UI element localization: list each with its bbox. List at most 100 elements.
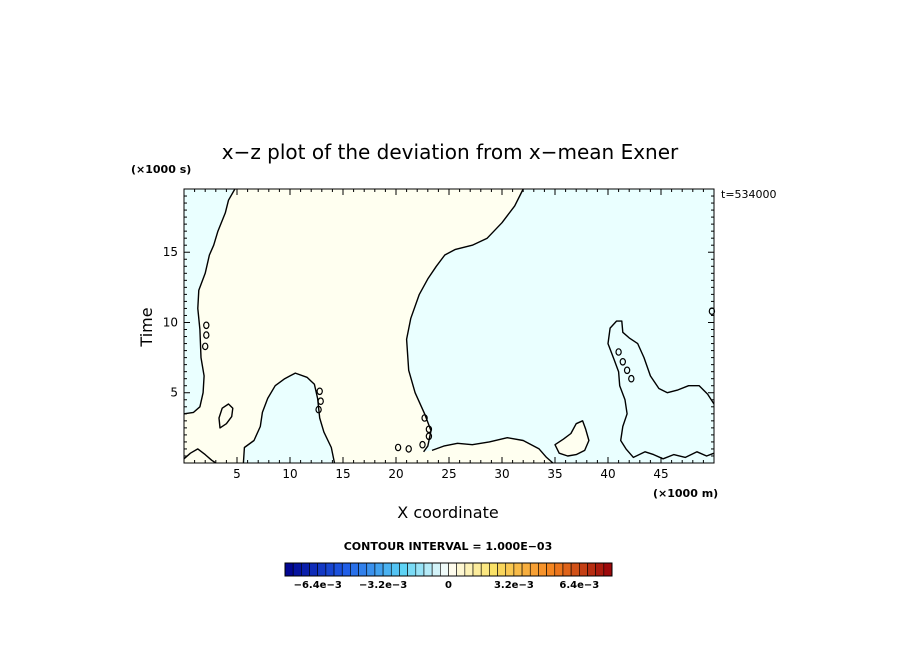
x-axis-label: X coordinate [397, 503, 498, 522]
positive-region [219, 404, 233, 428]
colorbar-bin [472, 562, 482, 577]
x-tick-label: 35 [547, 467, 562, 481]
colorbar-bin [587, 562, 596, 577]
colorbar-tick-label: 0 [445, 580, 452, 591]
colorbar-bin [497, 562, 507, 577]
colorbar-bin [554, 562, 564, 577]
contour-loop [201, 342, 209, 351]
colorbar-tick-label: 6.4e−3 [559, 580, 599, 591]
colorbar-bin [390, 562, 400, 577]
contour-loop [628, 374, 635, 383]
negative-region [406, 189, 714, 463]
negative-regions [184, 189, 714, 463]
negative-region [243, 373, 335, 463]
zero-contour [607, 320, 715, 460]
colorbar-bin [603, 562, 613, 577]
colorbar-bin [309, 562, 318, 577]
y-tick-label: 15 [163, 245, 178, 259]
zero-contour [431, 437, 554, 464]
zero-contour [218, 403, 234, 429]
x-tick-label: 10 [282, 467, 297, 481]
colorbar-bin [317, 562, 327, 577]
contour-loop [317, 397, 324, 406]
x-unit-label: (×1000 m) [653, 487, 718, 500]
colorbar-bin [284, 562, 294, 577]
colorbar-tick-label: 3.2e−3 [494, 580, 534, 591]
colorbar-bin [546, 562, 556, 577]
colorbar-tick-labels: −6.4e−3 −3.2e−3 0 3.2e−3 6.4e−3 [294, 580, 600, 591]
y-axis-label: Time [137, 307, 156, 347]
x-tick-label: 5 [233, 467, 241, 481]
contour-loop [316, 387, 323, 396]
colorbar-bin [521, 562, 531, 577]
y-tick-labels: 5 10 15 [163, 245, 178, 400]
zero-contour-lines [183, 188, 715, 464]
negative-region [184, 189, 235, 414]
colorbar-bin [333, 562, 343, 577]
contour-loop [615, 348, 622, 356]
colorbar-bin [374, 562, 384, 577]
colorbar-bin [562, 562, 572, 577]
zero-contour [554, 420, 590, 457]
colorbar-bin [431, 562, 441, 577]
colorbar-bin [407, 562, 417, 577]
plot-frame [183, 188, 715, 464]
colorbar-bin [292, 562, 302, 577]
plot-area [183, 188, 716, 464]
time-stamp-label: t=534000 [721, 188, 777, 201]
colorbar-frame [284, 562, 613, 577]
colorbar-bin [399, 562, 408, 577]
colorbar-bin [423, 562, 433, 577]
colorbar-bin [464, 562, 474, 577]
zero-contour [405, 188, 524, 453]
colorbar-bin [301, 562, 310, 577]
colorbar-bin [358, 562, 368, 577]
colorbar-tick-label: −6.4e−3 [294, 580, 342, 591]
x-tick-label: 20 [388, 467, 403, 481]
chart-title: x−z plot of the deviation from x−mean Ex… [222, 140, 679, 164]
contour-loop [421, 414, 428, 422]
x-tick-labels: 5 10 15 20 25 30 35 40 45 [233, 467, 668, 481]
contour-loop [419, 440, 426, 449]
colorbar-tick-label: −3.2e−3 [359, 580, 407, 591]
colorbar-bin [505, 562, 515, 577]
zero-contour [242, 372, 336, 464]
contour-loop [405, 445, 412, 453]
colorbar-bin [366, 562, 376, 577]
zero-contour [183, 188, 236, 415]
colorbar-bin [595, 562, 605, 577]
x-tick-label: 30 [494, 467, 509, 481]
contour-loop [425, 432, 433, 441]
y-unit-label: (×1000 s) [131, 163, 191, 176]
contour-loop [619, 357, 627, 366]
zero-contour [183, 448, 217, 464]
colorbar-bin [513, 562, 523, 577]
colorbar-bin [341, 562, 351, 577]
colorbar-bin [578, 562, 588, 577]
colorbar-bin [570, 562, 580, 577]
contour-loop [315, 405, 322, 414]
colorbar-bin [440, 562, 449, 577]
colorbar-bin [456, 562, 466, 577]
x-tick-label: 15 [335, 467, 350, 481]
colorbar-bin [350, 562, 359, 577]
x-tick-label: 40 [600, 467, 615, 481]
colorbar-bin [480, 562, 490, 577]
colorbar-bin [382, 562, 392, 577]
x-tick-label: 45 [653, 467, 668, 481]
colorbar-bin [538, 562, 547, 577]
positive-region [555, 420, 589, 456]
x-tick-label: 25 [441, 467, 456, 481]
colorbar [284, 562, 613, 577]
contour-loop [394, 443, 402, 452]
colorbar-bin [489, 562, 498, 577]
contour-loop [203, 331, 210, 339]
colorbar-bin [415, 562, 425, 577]
small-contour-loops [201, 307, 716, 453]
contour-interval-label: CONTOUR INTERVAL = 1.000E−03 [344, 540, 553, 553]
contour-loop [623, 366, 631, 375]
y-tick-label: 5 [170, 386, 178, 400]
colorbar-bin [529, 562, 539, 577]
colorbar-bin [448, 562, 457, 577]
